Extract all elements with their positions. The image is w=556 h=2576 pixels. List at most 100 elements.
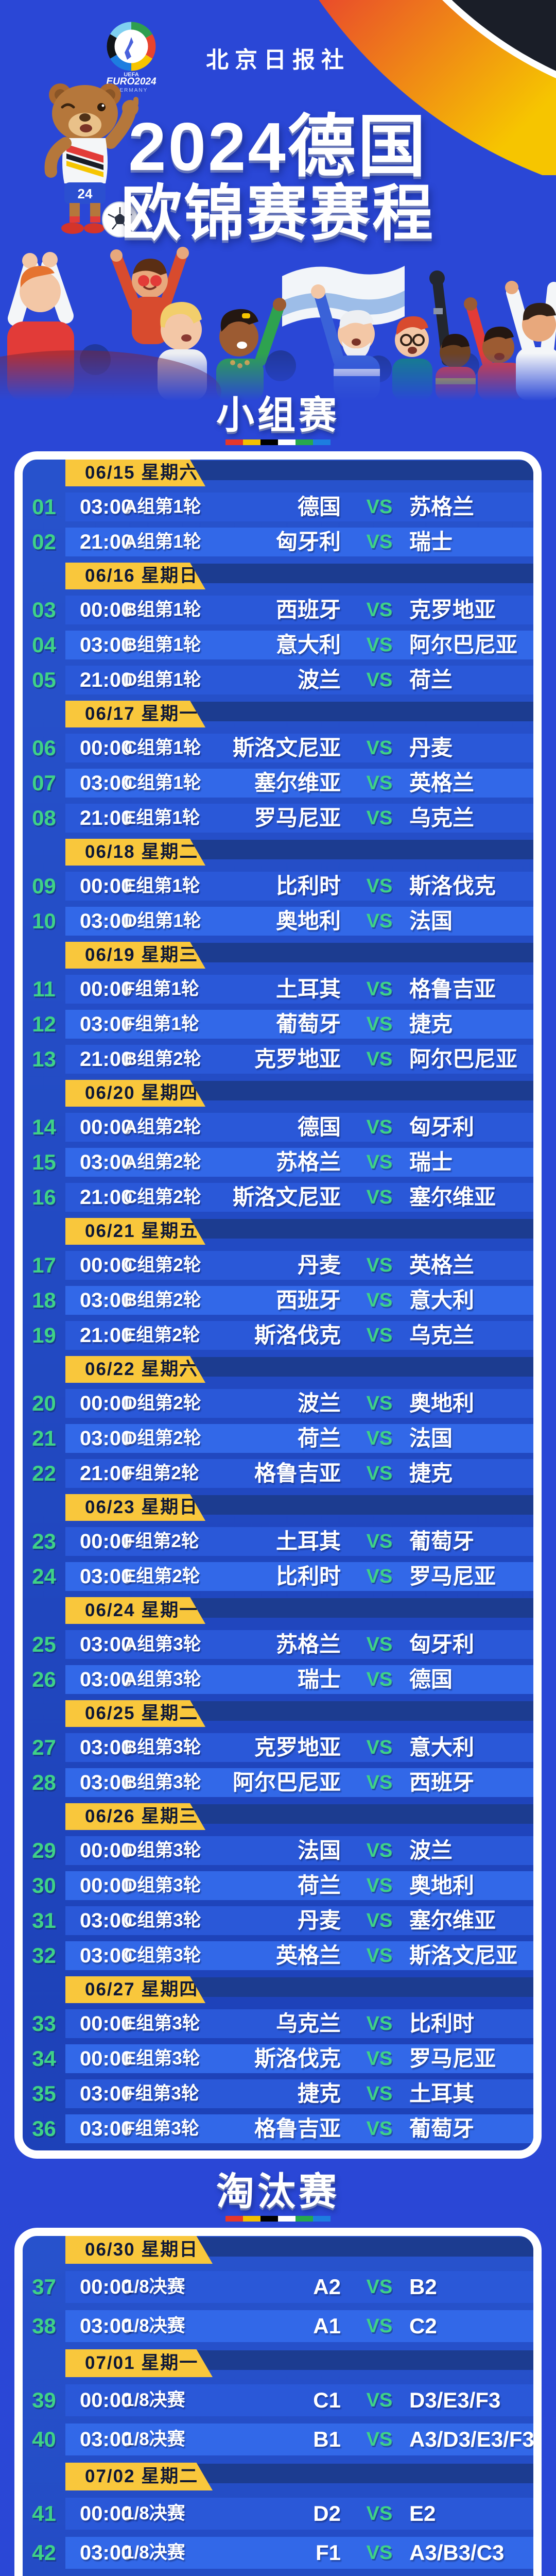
match-time: 00:00 (80, 978, 133, 1001)
match-time: 00:00 (80, 2389, 133, 2412)
match-number: 37 (32, 2275, 56, 2299)
home-team: 斯洛文尼亚 (232, 1185, 341, 1209)
date-row: 06/30 星期日 (23, 2236, 533, 2264)
away-team: 捷克 (409, 1012, 453, 1036)
vs-label: VS (366, 807, 393, 829)
match-number: 09 (32, 874, 56, 898)
match-row: 33 00:00 E组第3轮 乌克兰 VS 比利时 (32, 2009, 533, 2038)
vs-label: VS (366, 1325, 393, 1346)
logo-uefa-label: UEFA (124, 72, 138, 78)
match-time: 21:00 (80, 1324, 133, 1347)
home-team: 土耳其 (275, 977, 341, 1001)
match-time: 21:00 (80, 669, 133, 691)
away-team: 捷克 (409, 1461, 453, 1485)
home-team: 法国 (297, 1838, 341, 1862)
date-row: 07/01 星期一 (23, 2349, 533, 2377)
match-number: 06 (32, 736, 56, 760)
match-row: 32 03:00 C组第3轮 英格兰 VS 斯洛文尼亚 (32, 1941, 533, 1970)
match-row: 40 03:00 1/8决赛 B1 VS A3/D3/E3/F3 (32, 2424, 533, 2455)
match-row: 34 00:00 E组第3轮 斯洛伐克 VS 罗马尼亚 (32, 2044, 533, 2073)
home-team: 苏格兰 (275, 1150, 341, 1174)
date-block: 06/16 星期日 03 00:00 B组第1轮 西班牙 VS 克罗地亚 04 03:00 B组第… (23, 563, 533, 694)
date-block: 06/22 星期六 20 00:00 D组第2轮 波兰 VS 奥地利 21 03:00 D组第2轮… (23, 1356, 533, 1488)
vs-label: VS (366, 1463, 393, 1484)
match-row: 21 03:00 D组第2轮 荷兰 VS 法国 (32, 1424, 533, 1453)
away-team: 英格兰 (409, 1253, 475, 1277)
match-round: B组第1轮 (124, 600, 201, 620)
match-number: 05 (32, 668, 56, 692)
away-team: 塞尔维亚 (409, 1185, 496, 1209)
away-team: 比利时 (409, 2011, 475, 2036)
match-round: B组第2轮 (124, 1049, 201, 1069)
date-block: 06/21 星期五 17 00:00 C组第2轮 丹麦 VS 英格兰 18 03:00 B组第2轮… (23, 1218, 533, 1350)
away-team: 斯洛文尼亚 (409, 1943, 518, 1968)
date-row: 06/19 星期三 (23, 942, 533, 969)
home-team: 罗马尼亚 (254, 806, 341, 830)
vs-label: VS (366, 2315, 393, 2337)
home-team: 阿尔巴尼亚 (232, 1770, 341, 1794)
home-team: 德国 (297, 495, 341, 519)
match-row: 18 03:00 B组第2轮 西班牙 VS 意大利 (32, 1286, 533, 1315)
match-row: 06 00:00 C组第1轮 斯洛文尼亚 VS 丹麦 (32, 734, 533, 762)
away-team: 罗马尼亚 (409, 2046, 496, 2071)
flag-colorbar (225, 2216, 331, 2222)
match-number: 26 (32, 1667, 56, 1691)
away-team: 奥地利 (409, 1873, 475, 1897)
match-number: 14 (32, 1115, 56, 1139)
home-team: 德国 (297, 1115, 341, 1139)
match-round: F组第1轮 (124, 979, 199, 999)
match-round: F组第3轮 (124, 2083, 199, 2104)
mascot-bear-icon: 24 (44, 83, 138, 238)
home-team: 波兰 (297, 1391, 341, 1415)
match-round: E组第3轮 (124, 2013, 200, 2033)
vs-label: VS (366, 772, 393, 794)
match-row: 25 03:00 A组第3轮 苏格兰 VS 匈牙利 (32, 1630, 533, 1659)
match-row: 11 00:00 F组第1轮 土耳其 VS 格鲁吉亚 (32, 975, 533, 1004)
match-time: 03:00 (80, 496, 133, 518)
date-badge: 06/20 星期四 (65, 1080, 205, 1107)
match-row: 01 03:00 A组第1轮 德国 VS 苏格兰 (32, 493, 533, 521)
match-time: 03:00 (80, 2428, 133, 2451)
date-badge: 06/18 星期二 (65, 839, 205, 866)
home-team: 西班牙 (275, 1288, 341, 1312)
match-number: 01 (32, 495, 56, 519)
match-number: 29 (32, 1838, 56, 1862)
match-round: 1/8决赛 (124, 2390, 185, 2410)
match-row: 14 00:00 A组第2轮 德国 VS 匈牙利 (32, 1113, 533, 1142)
home-team: 斯洛伐克 (254, 1323, 341, 1347)
home-team: 丹麦 (297, 1908, 341, 1933)
match-row: 37 00:00 1/8决赛 A2 VS B2 (32, 2271, 533, 2303)
match-row: 10 03:00 D组第1轮 奥地利 VS 法国 (32, 907, 533, 936)
match-time: 03:00 (80, 1736, 133, 1759)
match-number: 10 (32, 909, 56, 933)
vs-label: VS (366, 634, 393, 656)
date-row: 06/17 星期一 (23, 701, 533, 727)
date-row: 06/15 星期六 (23, 460, 533, 486)
home-team: B1 (313, 2427, 341, 2451)
match-row: 41 00:00 1/8决赛 D2 VS E2 (32, 2498, 533, 2530)
match-round: E组第1轮 (124, 808, 200, 828)
vs-label: VS (366, 2276, 393, 2298)
date-badge: 06/30 星期日 (65, 2236, 213, 2264)
match-number: 13 (32, 1047, 56, 1071)
match-time: 03:00 (80, 1151, 133, 1174)
match-round: C组第3轮 (124, 1910, 201, 1930)
vs-label: VS (366, 1048, 393, 1070)
away-team: 瑞士 (409, 530, 453, 554)
away-team: B2 (409, 2275, 437, 2299)
home-team: 乌克兰 (275, 2011, 341, 2036)
away-team: 土耳其 (409, 2081, 475, 2106)
match-number: 08 (32, 806, 56, 830)
date-block: 06/27 星期四 33 00:00 E组第3轮 乌克兰 VS 比利时 34 00:00 E组第3… (23, 1976, 533, 2143)
vs-label: VS (366, 1737, 393, 1758)
match-row: 38 03:00 1/8决赛 A1 VS C2 (32, 2310, 533, 2342)
home-team: 塞尔维亚 (254, 771, 341, 795)
poster-title-line2: 欧锦赛赛程 (120, 180, 435, 248)
home-team: 苏格兰 (275, 1632, 341, 1656)
publisher-name: 北京日报社 (206, 47, 350, 73)
away-team: 丹麦 (409, 736, 453, 760)
vs-label: VS (366, 1116, 393, 1138)
match-time: 03:00 (80, 1944, 133, 1967)
match-number: 02 (32, 530, 56, 554)
home-team: C1 (313, 2388, 341, 2412)
